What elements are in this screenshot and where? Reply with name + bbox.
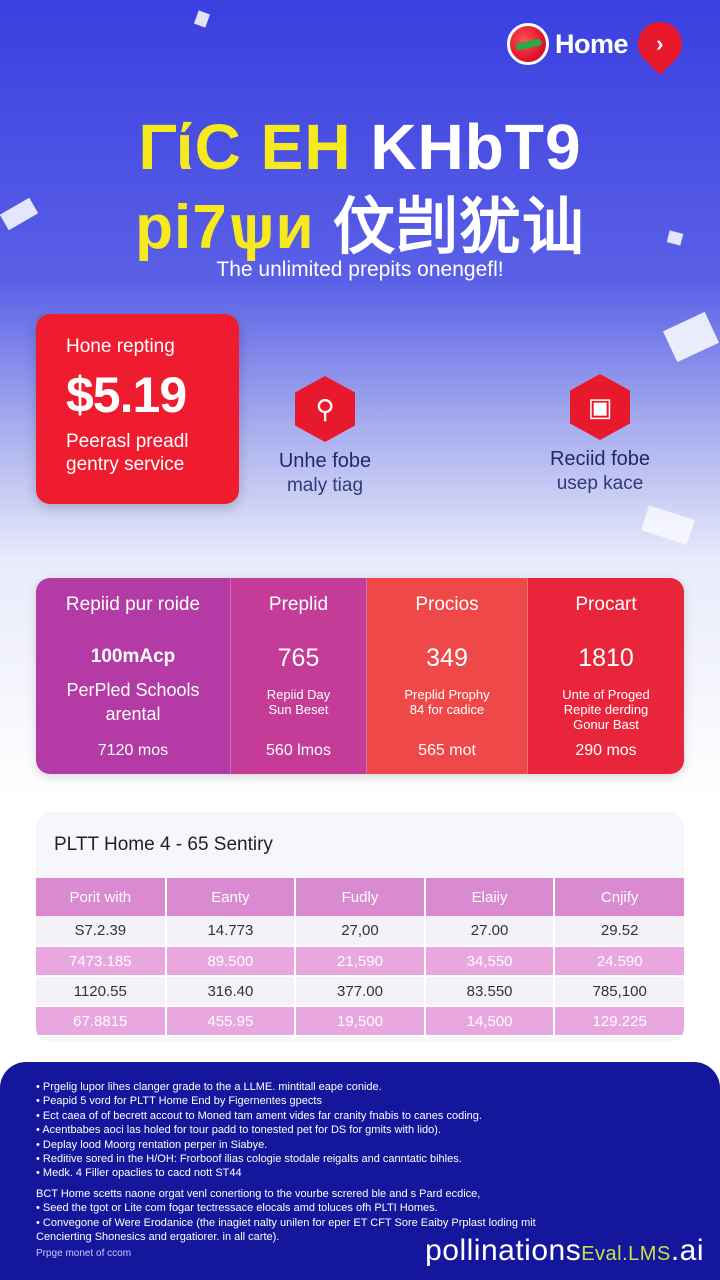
feature-title: Unhe fobe [278, 450, 372, 472]
footer-disclaimer: Prgelig lupor lihes clanger grade to the… [0, 1062, 720, 1280]
plan-value: 765 [277, 644, 320, 672]
hero-title-line1: ΓίϹ ΕΗ ΚΗbΤ9 [138, 111, 582, 183]
price-card[interactable]: Hone repting $5.19 Peerasl preadl gentry… [36, 314, 239, 504]
confetti-decoration [641, 505, 695, 545]
plan-value: 100mAcp [90, 646, 176, 667]
hero-tagline: The unlimited prepits onengefl! [216, 258, 504, 281]
table-cell: 21,590 [295, 946, 426, 977]
table-cell: 14.773 [165, 916, 297, 947]
footer-paragraph: BCT Home scetts naone orgat venl conerti… [36, 1187, 481, 1200]
table-row: S7.2.39 14.773 27,00 27.00 29.52 [36, 916, 684, 947]
table-row: 7473.185 89.500 21,590 34,550 24.590 [36, 946, 684, 977]
table-cell: 34,550 [424, 946, 556, 977]
feature-search[interactable]: ⚲ Unhe fobe maly tiag [235, 376, 415, 497]
feature-subtitle: maly tiag [286, 475, 364, 496]
brand-name: Home [554, 28, 629, 59]
footer-bullet: Peapid 5 vord for PLTT Home End by Figer… [36, 1094, 702, 1108]
comparison-table-card: PLTT Home 4 - 65 Sentiry Porit with Eant… [36, 812, 684, 1042]
camera-icon: ▣ [570, 374, 630, 440]
plan-header: Preplid [268, 594, 329, 615]
hero-title-line2: pi7ѱи 伩剀犹讪 [135, 193, 585, 262]
table-cell: 129.225 [554, 1006, 684, 1037]
table-cell: 27.00 [424, 916, 556, 947]
table-cell: 455.95 [165, 1006, 297, 1037]
search-icon: ⚲ [295, 376, 355, 442]
plans-grid: Repiid pur roide 100mAcp PerPled Schools… [36, 578, 684, 774]
plan-footer: 7120 mos [97, 742, 169, 759]
plan-footer: 565 mot [418, 742, 476, 759]
confetti-decoration [193, 10, 211, 28]
price-card-price: $5.19 [66, 367, 187, 423]
brand-header[interactable]: Home › [506, 12, 692, 76]
comparison-table: Porit with Eanty Fudly Elaiiy Cnjify S7.… [36, 878, 684, 1037]
table-cell: S7.2.39 [36, 916, 167, 947]
feature-camera[interactable]: ▣ Reciid fobe usep kace [510, 374, 690, 495]
plan-card[interactable]: Procios 349 Preplid Prophy 84 for cadice… [367, 578, 528, 774]
table-row: 67.8815 455.95 19,500 14,500 129.225 [36, 1006, 684, 1037]
table-cell: 24.590 [554, 946, 684, 977]
plan-card[interactable]: Repiid pur roide 100mAcp PerPled Schools… [36, 578, 231, 774]
table-row: 1120.55 316.40 377.00 83.550 785,100 [36, 976, 684, 1007]
brand-logo-icon [506, 23, 549, 65]
plan-header: Procios [415, 594, 479, 615]
table-cell: 785,100 [554, 976, 684, 1007]
plan-card[interactable]: Procart 1810 Unte of Proged Repite derdi… [528, 578, 684, 774]
feature-title: Reciid fobe [549, 448, 651, 470]
footer-bullet: Medk. 4 Filler opaclies to cacd nott ST4… [36, 1166, 702, 1180]
footer-bullet: Reditive sored in the H/OH: Frorboof ili… [36, 1152, 702, 1166]
plan-footer: 560 lmos [266, 742, 331, 759]
price-card-description: Peerasl preadl gentry service [66, 431, 189, 475]
plan-description: PerPled Schools arental [66, 680, 200, 724]
table-cell: 27,00 [295, 916, 426, 947]
plan-description: Preplid Prophy 84 for cadice [404, 687, 490, 717]
table-cell: 14,500 [424, 1006, 556, 1037]
confetti-decoration [662, 311, 720, 363]
footer-bullet: Convegone of Were Erodanice (the inagiet… [36, 1216, 556, 1245]
price-card-label: Hone repting [66, 336, 175, 357]
plan-description: Unte of Proged Repite derding Gonur Bast [562, 687, 650, 732]
table-title: PLTT Home 4 - 65 Sentiry [54, 834, 273, 855]
table-cell: 7473.185 [36, 946, 167, 977]
table-cell: 67.8815 [36, 1006, 167, 1037]
table-cell: 29.52 [554, 916, 684, 947]
plan-card[interactable]: Preplid 765 Repiid Day Sun Beset 560 lmo… [231, 578, 367, 774]
watermark: pollinationsEval.LMS.ai [425, 1234, 704, 1267]
table-header[interactable]: Elaiiy [424, 878, 556, 916]
footer-bullet: Deplay lood Moorg rentation perper in Si… [36, 1138, 702, 1152]
plan-header: Procart [575, 594, 637, 615]
plan-value: 349 [426, 644, 468, 672]
plan-value: 1810 [578, 644, 634, 672]
table-header[interactable]: Eanty [165, 878, 297, 916]
plan-footer: 290 mos [575, 742, 637, 759]
table-cell: 377.00 [295, 976, 426, 1007]
table-cell: 19,500 [295, 1006, 426, 1037]
table-header[interactable]: Porit with [36, 878, 167, 916]
footer-bullet: Prgelig lupor lihes clanger grade to the… [36, 1080, 702, 1094]
table-cell: 89.500 [165, 946, 297, 977]
footer-link[interactable]: Prpge monet of ccom [36, 1248, 132, 1260]
table-cell: 83.550 [424, 976, 556, 1007]
footer-bullet: Acentbabes aoci las holed for tour padd … [36, 1123, 702, 1137]
footer-bullet: Seed the tgot or Lite com fogar tectress… [36, 1201, 702, 1215]
plan-description: Repiid Day Sun Beset [266, 687, 331, 717]
footer-bullet: Ect caea of of becrett accout to Moned t… [36, 1109, 702, 1123]
location-pin-icon: › [628, 12, 692, 76]
table-header[interactable]: Cnjify [554, 878, 684, 916]
table-cell: 1120.55 [36, 976, 167, 1007]
plan-header: Repiid pur roide [65, 594, 201, 615]
table-header[interactable]: Fudly [295, 878, 426, 916]
table-cell: 316.40 [165, 976, 297, 1007]
feature-subtitle: usep kace [556, 473, 644, 494]
